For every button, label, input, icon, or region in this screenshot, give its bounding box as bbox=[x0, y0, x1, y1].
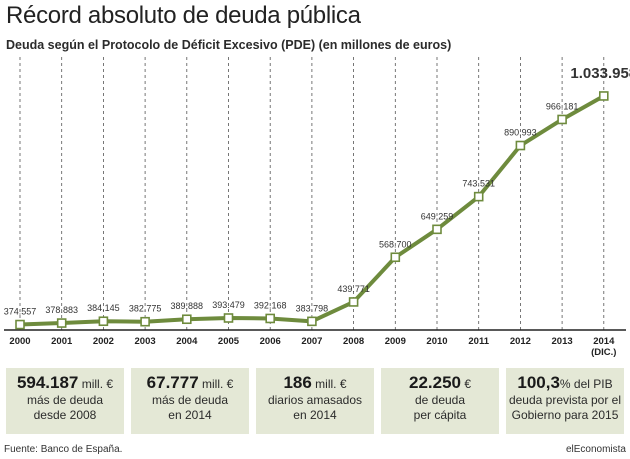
x-tick-label: 2009 bbox=[385, 336, 406, 347]
data-point bbox=[56, 318, 67, 328]
data-label: 389.888 bbox=[171, 301, 204, 311]
data-point bbox=[515, 140, 526, 151]
data-label: 392.168 bbox=[254, 300, 287, 310]
x-tick-label: 2004 bbox=[176, 336, 198, 347]
stat-value: 22.250 bbox=[408, 373, 461, 392]
data-label: 439.771 bbox=[337, 284, 370, 294]
x-tick-label: 2012 bbox=[510, 336, 531, 347]
data-point bbox=[473, 191, 484, 202]
x-tick-label: 2003 bbox=[135, 336, 156, 347]
stat-value: 594.187 bbox=[16, 373, 79, 392]
x-tick-label: 2000 bbox=[9, 336, 30, 347]
data-label: 890.993 bbox=[504, 128, 537, 138]
source-note: Fuente: Banco de España. bbox=[4, 444, 123, 455]
data-label: 743.531 bbox=[462, 179, 495, 189]
data-point bbox=[348, 297, 359, 307]
stat-description: en 2014 bbox=[293, 408, 337, 422]
stat-value: 186 bbox=[283, 373, 312, 392]
data-label: 393.479 bbox=[212, 300, 245, 310]
data-point bbox=[182, 314, 192, 325]
stat-description: Gobierno para 2015 bbox=[511, 408, 619, 422]
stat-description: más de deuda bbox=[26, 393, 104, 407]
brand-label: elEconomista bbox=[565, 444, 626, 455]
stat-box: 22.250 € de deuda per cápita bbox=[381, 368, 499, 434]
stat-headline: 186 mill. € bbox=[256, 374, 374, 393]
x-tick-label: 2002 bbox=[93, 336, 114, 347]
x-tick-note: (DIC.) bbox=[591, 347, 616, 358]
stat-description: de deuda bbox=[414, 393, 466, 407]
stat-value: 67.777 bbox=[146, 373, 199, 392]
stat-headline: 100,3% del PIB bbox=[506, 374, 624, 393]
chart-title: Récord absoluto de deuda pública bbox=[6, 2, 361, 29]
data-label: 1.033.958 bbox=[570, 65, 630, 82]
x-tick-label: 2008 bbox=[343, 336, 364, 347]
stat-description: más de deuda bbox=[151, 393, 229, 407]
x-tick-label: 2001 bbox=[51, 336, 73, 347]
data-label: 383.798 bbox=[296, 303, 329, 313]
stat-box: 100,3% del PIB deuda prevista por el Gobie… bbox=[506, 368, 624, 434]
data-point bbox=[557, 114, 567, 125]
stat-unit: % del PIB bbox=[559, 377, 613, 391]
data-label: 649.259 bbox=[421, 211, 454, 221]
data-point bbox=[98, 316, 109, 327]
stat-unit: mill. € bbox=[311, 377, 347, 391]
data-point bbox=[265, 313, 276, 324]
stat-value: 100,3 bbox=[517, 373, 560, 392]
data-point bbox=[140, 316, 150, 327]
data-label: 568.700 bbox=[379, 239, 412, 249]
data-point bbox=[598, 91, 609, 101]
chart-area: 374.557 378.883 384.145 382.775 389.888 393.4… bbox=[4, 57, 630, 358]
stat-description: diarios amasados bbox=[267, 393, 363, 407]
x-tick-label: 2014 bbox=[593, 336, 615, 347]
x-tick-label: 2007 bbox=[301, 336, 322, 347]
x-tick-label: 2010 bbox=[426, 336, 447, 347]
stat-box: 594.187 mill. € más de deuda desde 2008 bbox=[6, 368, 124, 434]
data-label: 374.557 bbox=[4, 307, 37, 317]
stat-headline: 67.777 mill. € bbox=[131, 374, 249, 393]
data-point bbox=[307, 316, 317, 327]
x-tick-label: 2006 bbox=[260, 336, 281, 347]
line-chart: 374.557 378.883 384.145 382.775 389.888 393.4… bbox=[4, 57, 630, 358]
stat-description: en 2014 bbox=[168, 408, 212, 422]
chart-subtitle: Deuda según el Protocolo de Déficit Exce… bbox=[6, 38, 452, 52]
stat-box: 186 mill. € diarios amasados en 2014 bbox=[256, 368, 374, 434]
stat-unit: mill. € bbox=[78, 377, 114, 391]
stat-description: desde 2008 bbox=[33, 408, 97, 422]
stat-box: 67.777 mill. € más de deuda en 2014 bbox=[131, 368, 249, 434]
data-point bbox=[432, 224, 442, 235]
data-point bbox=[15, 319, 25, 330]
stat-unit: € bbox=[460, 377, 471, 391]
data-point bbox=[223, 313, 234, 323]
stat-description: per cápita bbox=[413, 408, 467, 422]
data-label: 378.883 bbox=[45, 305, 78, 315]
data-label: 384.145 bbox=[87, 303, 120, 313]
data-label: 966.181 bbox=[546, 101, 579, 111]
x-tick-label: 2011 bbox=[468, 336, 489, 347]
stat-description: deuda prevista por el bbox=[508, 393, 622, 407]
x-tick-label: 2013 bbox=[552, 336, 573, 347]
x-tick-label: 2005 bbox=[218, 336, 240, 347]
data-point bbox=[390, 252, 401, 263]
data-label: 382.775 bbox=[129, 304, 162, 314]
stat-headline: 22.250 € bbox=[381, 374, 499, 393]
stat-unit: mill. € bbox=[198, 377, 234, 391]
stat-headline: 594.187 mill. € bbox=[6, 374, 124, 393]
